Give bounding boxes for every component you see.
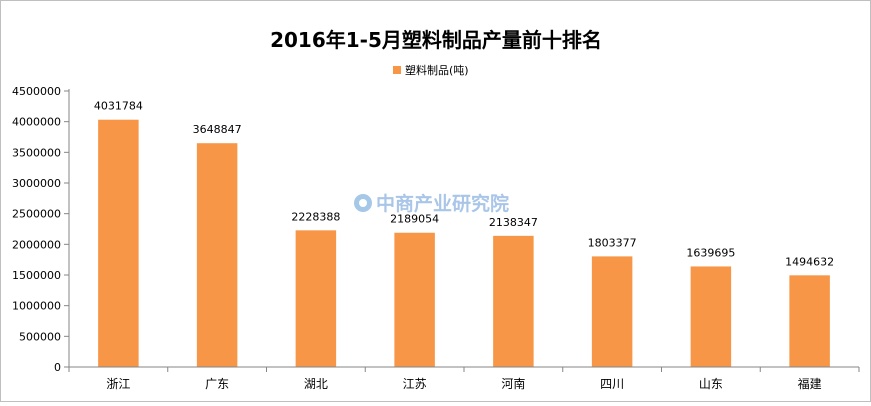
- data-label: 2228388: [291, 210, 340, 223]
- y-tick-label: 1000000: [12, 300, 61, 313]
- bar-series: 4031784 3648847 2228388 2189054 2138347 18033…: [94, 100, 834, 367]
- data-label: 1639695: [686, 246, 735, 259]
- data-label: 2138347: [489, 216, 538, 229]
- y-tick-label: 1500000: [12, 269, 61, 282]
- y-tick-label: 4500000: [12, 85, 61, 98]
- bar: [394, 232, 435, 367]
- legend-swatch: [393, 66, 401, 74]
- data-label: 1494632: [785, 255, 834, 268]
- x-tick-label: 湖北: [304, 376, 328, 391]
- data-label: 4031784: [94, 100, 143, 113]
- x-tick-label: 山东: [699, 377, 723, 391]
- legend: 塑料制品(吨): [393, 63, 469, 77]
- watermark: 中商产业研究院: [354, 192, 509, 215]
- x-tick-label: 广东: [205, 377, 229, 391]
- bar: [196, 143, 238, 367]
- y-tick-label: 0: [54, 361, 61, 374]
- watermark-text: 中商产业研究院: [376, 192, 509, 215]
- data-label: 1803377: [588, 236, 637, 249]
- chart-title: 2016年1-5月塑料制品产量前十排名: [270, 28, 602, 52]
- x-axis: 浙江 广东 湖北 江苏 河南 四川 山东 福建: [68, 366, 860, 391]
- x-tick-label: 四川: [600, 377, 624, 391]
- y-tick-label: 3000000: [12, 177, 61, 190]
- bar: [493, 235, 534, 367]
- y-tick-label: 2000000: [12, 238, 61, 251]
- y-tick-label: 3500000: [12, 146, 61, 159]
- y-tick-label: 2500000: [12, 208, 61, 221]
- data-label: 3648847: [193, 123, 242, 136]
- x-tick-label: 河南: [501, 376, 525, 391]
- x-tick-label: 浙江: [106, 377, 130, 391]
- bar: [789, 275, 830, 367]
- legend-label: 塑料制品(吨): [405, 63, 469, 77]
- bar: [295, 230, 337, 367]
- y-tick-label: 4000000: [12, 116, 61, 129]
- watermark-logo: [354, 194, 372, 212]
- y-tick-label: 500000: [19, 330, 61, 343]
- bar: [690, 266, 732, 367]
- data-label: 2189054: [390, 213, 439, 226]
- bar: [591, 256, 633, 367]
- x-tick-label: 江苏: [403, 377, 427, 391]
- x-tick-label: 福建: [798, 376, 822, 391]
- y-axis: 0 500000 1000000 1500000 2000000 2500000 30000…: [12, 85, 70, 374]
- bar: [98, 119, 139, 367]
